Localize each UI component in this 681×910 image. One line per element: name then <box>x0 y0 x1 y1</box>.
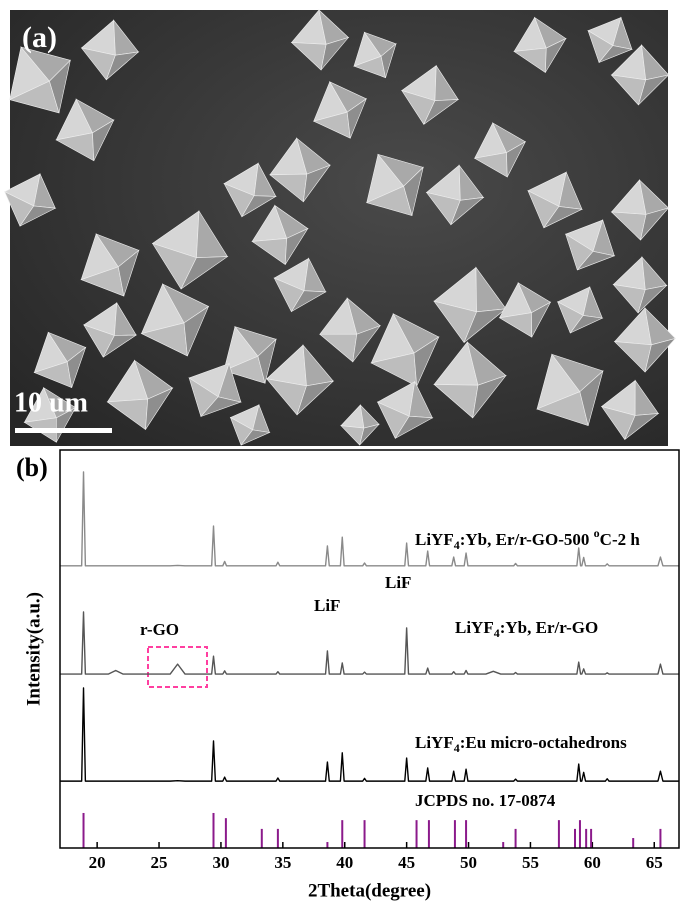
annotation-part: JCPDS no. 17-0874 <box>415 791 556 810</box>
plot-frame <box>60 450 679 848</box>
annotation: LiF <box>385 573 411 592</box>
x-tick-label: 65 <box>646 853 663 872</box>
x-axis-label: 2Theta(degree) <box>308 880 431 901</box>
annotation-part: :Yb, Er/r-GO-500 <box>460 530 594 549</box>
x-tick-label: 35 <box>274 853 291 872</box>
annotation-part: LiYF <box>415 530 454 549</box>
panel-label: (b) <box>16 453 48 482</box>
annotation-part: LiYF <box>415 733 454 752</box>
annotation: LiF <box>314 596 340 615</box>
annotation-part: :Yb, Er/r-GO <box>500 618 599 637</box>
highlight-box <box>148 647 207 687</box>
annotation-part: r-GO <box>140 620 179 639</box>
x-tick-label: 30 <box>212 853 229 872</box>
figure: (a) 10 um (b) 20 25 30 35 40 45 50 55 60 65 2Theta… <box>0 0 681 910</box>
annotation: LiYF4:Yb, Er/r-GO <box>455 618 598 640</box>
annotation: LiYF4:Yb, Er/r-GO-500 oC-2 h <box>415 526 640 552</box>
annotation-part: LiF <box>385 573 411 592</box>
scale-bar-label: 10 um <box>14 387 88 418</box>
scale-bar <box>15 428 112 433</box>
x-tick-label: 45 <box>398 853 415 872</box>
x-tick-label: 60 <box>584 853 601 872</box>
panel-label: (a) <box>22 21 57 54</box>
pattern-line <box>60 472 679 566</box>
annotation-part: C-2 h <box>600 530 641 549</box>
annotation-part: :Eu micro-octahedrons <box>460 733 627 752</box>
annotation-part: LiF <box>314 596 340 615</box>
annotation: JCPDS no. 17-0874 <box>415 791 556 810</box>
y-axis-label: Intensity(a.u.) <box>23 592 44 706</box>
x-tick-label: 50 <box>460 853 477 872</box>
x-tick-label: 55 <box>522 853 539 872</box>
x-tick-label: 40 <box>336 853 353 872</box>
x-tick-label: 25 <box>151 853 168 872</box>
annotation: r-GO <box>140 620 179 639</box>
x-tick-label: 20 <box>89 853 106 872</box>
annotation-part: LiYF <box>455 618 494 637</box>
plot: 20 25 30 35 40 45 50 55 60 65 2Theta(degree) Intens… <box>23 450 679 901</box>
annotation: LiYF4:Eu micro-octahedrons <box>415 733 627 755</box>
